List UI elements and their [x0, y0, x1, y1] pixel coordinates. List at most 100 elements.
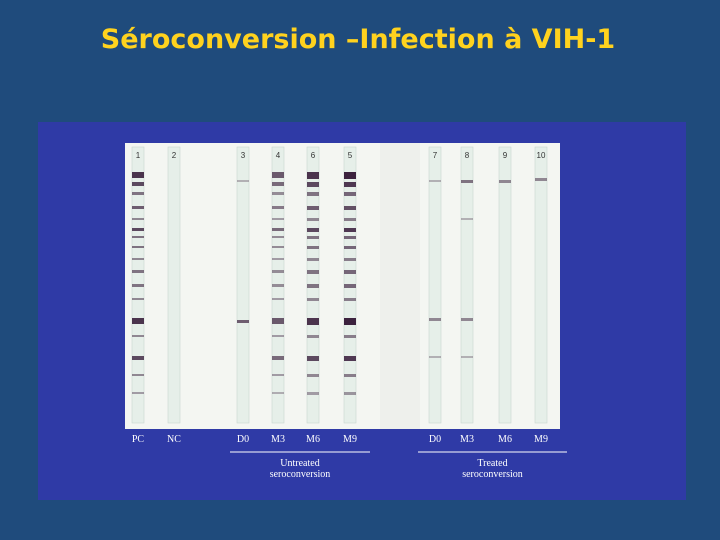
band — [132, 392, 144, 394]
blot-card — [125, 143, 560, 429]
band — [344, 172, 356, 179]
band — [344, 192, 356, 196]
band — [307, 284, 319, 288]
lane-label: M6 — [498, 434, 512, 445]
lane-label: D0 — [237, 434, 249, 445]
strip — [167, 146, 181, 424]
band — [344, 182, 356, 187]
band — [344, 236, 356, 239]
band — [132, 218, 144, 220]
lane-label: D0 — [429, 434, 441, 445]
band — [272, 228, 284, 231]
lane-label: PC — [132, 434, 145, 445]
band — [237, 320, 249, 323]
band — [344, 335, 356, 338]
strip — [236, 146, 250, 424]
strip-number: 3 — [241, 151, 246, 160]
strip — [460, 146, 474, 424]
band — [307, 206, 319, 210]
band — [307, 270, 319, 274]
band — [307, 356, 319, 361]
band — [272, 236, 284, 238]
band — [132, 335, 144, 337]
band — [272, 172, 284, 178]
strip — [271, 146, 285, 424]
strip — [498, 146, 512, 424]
band — [272, 392, 284, 394]
band — [344, 298, 356, 301]
band — [307, 335, 319, 338]
strip-number: 5 — [348, 151, 353, 160]
band — [461, 218, 473, 220]
strip-number: 10 — [537, 151, 546, 160]
band — [272, 356, 284, 360]
band — [272, 182, 284, 186]
strip-number: 2 — [172, 151, 177, 160]
band — [132, 270, 144, 273]
band — [272, 218, 284, 220]
band — [344, 356, 356, 361]
band — [461, 318, 473, 321]
band — [132, 246, 144, 248]
strip — [428, 146, 442, 424]
band — [344, 392, 356, 395]
lane-label: M9 — [343, 434, 357, 445]
band — [272, 335, 284, 337]
band — [429, 180, 441, 182]
band — [344, 270, 356, 274]
band — [535, 178, 547, 181]
band — [272, 192, 284, 195]
band — [307, 246, 319, 249]
lane-label: M3 — [460, 434, 474, 445]
band — [132, 206, 144, 209]
band — [429, 318, 441, 321]
band — [344, 228, 356, 232]
band — [344, 318, 356, 325]
band — [307, 318, 319, 325]
group-label: Untreated — [280, 458, 319, 469]
strip-number: 4 — [276, 151, 281, 160]
strip-number: 7 — [433, 151, 438, 160]
band — [461, 356, 473, 358]
band — [344, 246, 356, 249]
lane-label: M9 — [534, 434, 548, 445]
band — [307, 192, 319, 196]
band — [499, 180, 511, 183]
group-label: Treated — [477, 458, 507, 469]
strip-number: 9 — [503, 151, 508, 160]
band — [132, 356, 144, 360]
strip-number: 8 — [465, 151, 470, 160]
band — [272, 318, 284, 324]
strip — [534, 146, 548, 424]
band — [132, 228, 144, 231]
blot-card-gap — [380, 143, 420, 429]
band — [344, 206, 356, 210]
band — [132, 258, 144, 260]
lane-label: NC — [167, 434, 181, 445]
band — [132, 192, 144, 195]
band — [307, 392, 319, 395]
band — [344, 218, 356, 221]
band — [272, 284, 284, 287]
group-label: seroconversion — [270, 469, 331, 480]
band — [307, 236, 319, 239]
band — [132, 236, 144, 238]
band — [272, 206, 284, 209]
band — [461, 180, 473, 183]
band — [132, 318, 144, 324]
band — [272, 258, 284, 260]
strip-number: 6 — [311, 151, 316, 160]
strip-number: 1 — [136, 151, 141, 160]
slide-title: Séroconversion –Infection à VIH-1 — [101, 24, 615, 55]
band — [132, 374, 144, 376]
band — [307, 182, 319, 187]
band — [272, 246, 284, 248]
band — [307, 258, 319, 261]
lane-label: M6 — [306, 434, 320, 445]
band — [429, 356, 441, 358]
band — [307, 228, 319, 232]
band — [307, 298, 319, 301]
band — [344, 284, 356, 288]
band — [344, 374, 356, 377]
